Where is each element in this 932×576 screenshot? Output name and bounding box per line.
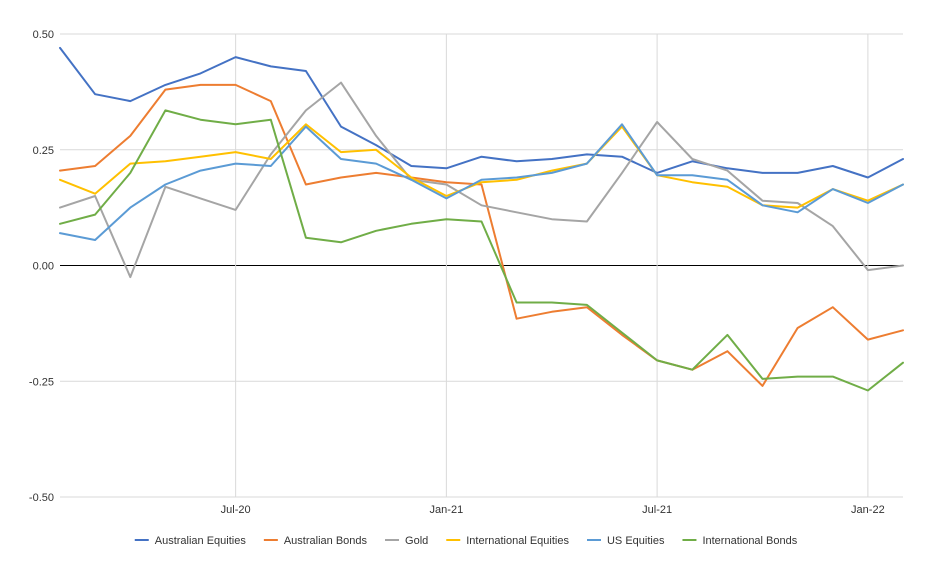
x-tick-label: Jul-21 (642, 504, 672, 516)
series-lines (59, 46, 904, 392)
x-axis-tick-labels: Jul-20 Jan-21 Jul-21 Jan-22 (221, 504, 885, 516)
legend-label: International Bonds (702, 535, 797, 547)
legend: Australian Equities Australian Bonds Gold I… (134, 535, 798, 547)
y-tick-label: 0.00 (33, 261, 54, 273)
x-tick-label: Jul-20 (221, 504, 251, 516)
legend-item-international-equities: International Equities (446, 535, 569, 547)
y-axis-tick-labels: 0.50 0.25 0.00 -0.25 -0.50 (29, 29, 54, 504)
y-tick-label: 0.25 (33, 145, 54, 157)
series-line-us-equities (59, 123, 904, 241)
series-line-international-equities (59, 123, 904, 209)
y-tick-label: 0.50 (33, 29, 54, 41)
legend-item-us-equities: US Equities (586, 535, 665, 547)
legend-item-australian-bonds: Australian Bonds (263, 535, 368, 547)
legend-label: International Equities (466, 535, 569, 547)
x-tick-label: Jan-21 (430, 504, 464, 516)
y-tick-label: -0.25 (29, 376, 54, 388)
legend-label: Australian Equities (155, 535, 247, 547)
legend-item-gold: Gold (385, 535, 428, 547)
legend-item-australian-equities: Australian Equities (134, 535, 247, 547)
legend-label: US Equities (607, 535, 665, 547)
series-line-australian-equities (59, 46, 904, 179)
series-line-gold (59, 81, 904, 279)
series-line-international-bonds (59, 109, 904, 392)
legend-label: Gold (405, 535, 428, 547)
x-tick-label: Jan-22 (851, 504, 885, 516)
grid (60, 33, 903, 498)
series-line-australian-bonds (59, 83, 904, 387)
y-tick-label: -0.50 (29, 492, 54, 504)
legend-label: Australian Bonds (284, 535, 368, 547)
legend-item-international-bonds: International Bonds (682, 535, 798, 547)
